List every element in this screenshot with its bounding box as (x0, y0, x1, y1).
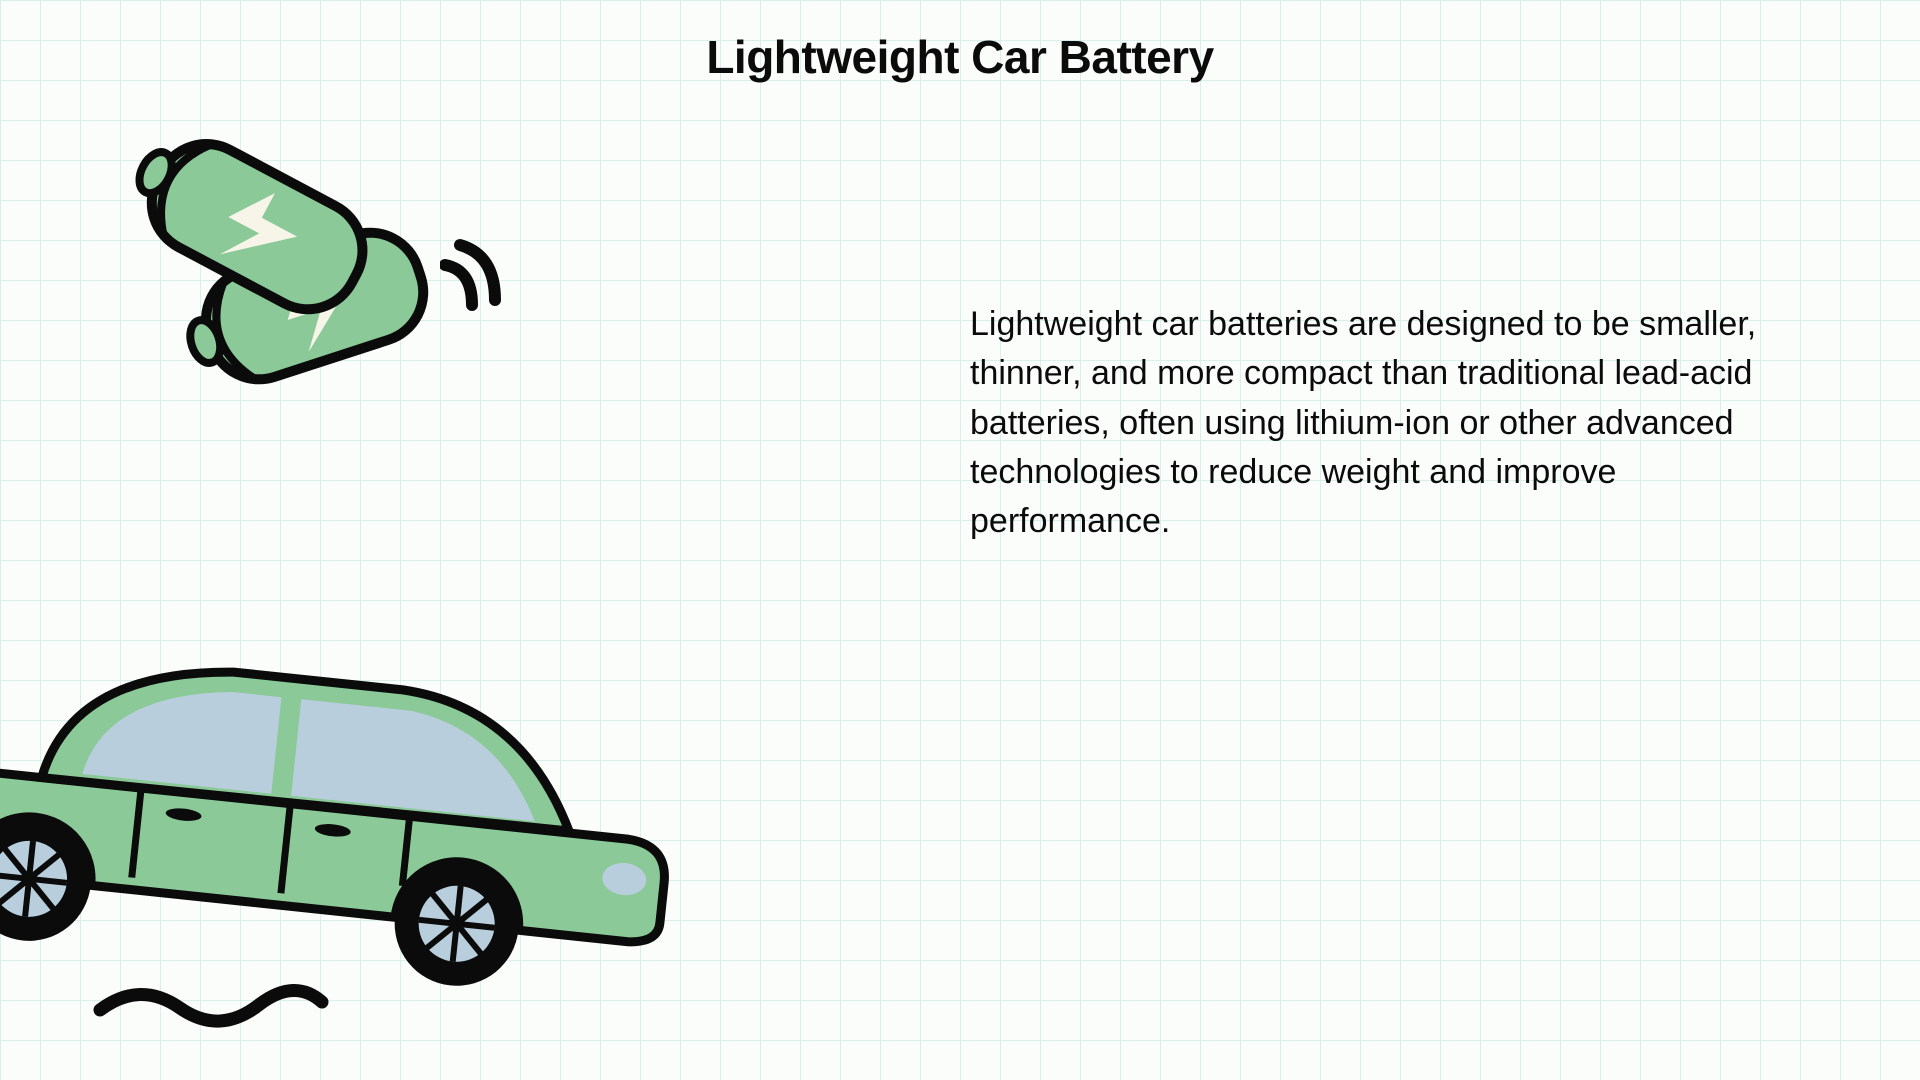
page-title: Lightweight Car Battery (0, 30, 1920, 84)
motion-lines-icon (440, 230, 540, 335)
description-text: Lightweight car batteries are designed t… (970, 300, 1780, 546)
car-icon (0, 580, 730, 1040)
